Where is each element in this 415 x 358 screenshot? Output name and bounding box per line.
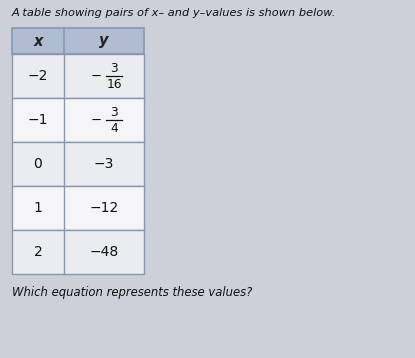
Text: 0: 0 <box>34 157 42 171</box>
Text: 3: 3 <box>110 106 118 119</box>
Text: x: x <box>33 34 43 48</box>
Text: −: − <box>90 69 102 82</box>
Text: Which equation represents these values?: Which equation represents these values? <box>12 286 252 299</box>
Bar <box>12 142 144 186</box>
Text: 16: 16 <box>106 78 122 91</box>
Bar <box>12 98 144 142</box>
Text: 1: 1 <box>34 201 42 215</box>
Bar <box>12 186 144 230</box>
Text: −12: −12 <box>89 201 119 215</box>
Text: −48: −48 <box>89 245 119 259</box>
Text: 2: 2 <box>34 245 42 259</box>
Text: y: y <box>99 34 109 48</box>
Text: 4: 4 <box>110 122 118 135</box>
Bar <box>12 54 144 98</box>
Bar <box>12 28 144 54</box>
Text: A table showing pairs of x– and y–values is shown below.: A table showing pairs of x– and y–values… <box>12 8 337 18</box>
Text: −2: −2 <box>28 69 48 83</box>
Bar <box>12 230 144 274</box>
Text: −1: −1 <box>28 113 48 127</box>
Text: 3: 3 <box>110 62 118 75</box>
Text: −: − <box>90 113 102 126</box>
Text: −3: −3 <box>94 157 114 171</box>
